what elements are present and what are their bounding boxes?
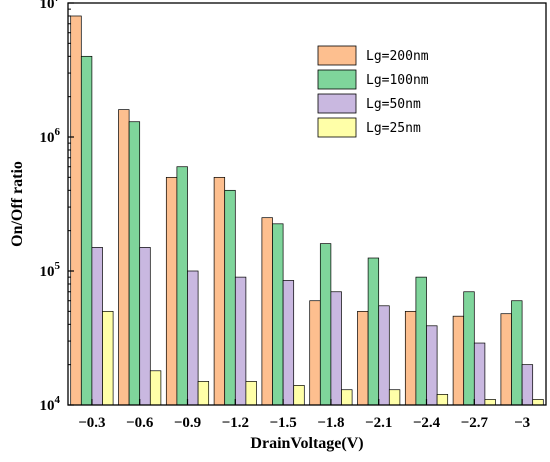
bar-2-1 (80, 55, 93, 406)
legend-label-4: Lg=25nm (366, 121, 421, 136)
x-tick-label: −0.3 (78, 415, 105, 431)
bar-1-8 (404, 310, 417, 406)
bar-1-1 (70, 15, 82, 406)
axis-ticks (68, 2, 523, 406)
bars-layer (70, 15, 544, 406)
bar-4-9 (484, 399, 496, 406)
y-tick-label: 105 (40, 260, 61, 280)
legend-swatch-3 (317, 93, 357, 114)
bar-1-9 (452, 315, 465, 406)
bar-3-4 (234, 276, 247, 406)
legend: Lg=200nm Lg=100nm Lg=50nm Lg=25nm (317, 45, 429, 138)
bar-3-8 (426, 325, 438, 406)
bar-3-9 (473, 342, 486, 406)
bar-4-5 (293, 385, 305, 406)
bar-1-3 (165, 176, 178, 406)
legend-label-1: Lg=200nm (366, 49, 429, 64)
bar-1-4 (213, 176, 226, 406)
bar-4-8 (436, 394, 449, 406)
bar-3-3 (187, 270, 199, 406)
bar-4-1 (102, 310, 114, 406)
bar-3-6 (330, 291, 342, 406)
bar-2-7 (367, 257, 380, 406)
bar-4-10 (532, 399, 544, 406)
bar-2-4 (224, 189, 236, 406)
x-axis-title: DrainVoltage(V) (250, 435, 363, 452)
x-tick-label: −2.7 (461, 415, 489, 431)
bar-3-7 (378, 305, 390, 406)
x-tick-label: −2.1 (365, 415, 392, 431)
x-tick-label: −2.4 (413, 415, 441, 431)
y-axis-title: On/Off ratio (9, 161, 26, 247)
x-tick-label: −1.2 (222, 415, 249, 431)
x-tick-label: −0.6 (126, 415, 154, 431)
x-tick-label: −1.8 (317, 415, 344, 431)
bar-4-3 (197, 381, 210, 406)
bar-2-10 (511, 300, 523, 406)
bar-1-2 (118, 109, 130, 406)
x-tick-label: −3 (514, 415, 530, 431)
bar-3-10 (521, 364, 534, 406)
bar-1-5 (261, 217, 273, 406)
bar-3-1 (91, 247, 103, 406)
x-tick-labels: −0.3 −0.6 −0.9 −1.2 −1.5 −1.8 −2.1 −2.4 −2.7 −3 (78, 415, 530, 431)
bar-1-6 (309, 300, 321, 406)
y-tick-label: 107 (40, 0, 61, 12)
bar-2-8 (415, 276, 427, 406)
bar-2-2 (128, 121, 141, 406)
x-tick-label: −0.9 (174, 415, 201, 431)
bar-4-7 (388, 389, 401, 406)
bar-2-9 (463, 291, 475, 406)
legend-swatch-1 (317, 45, 357, 66)
legend-label-3: Lg=50nm (366, 97, 421, 112)
y-tick-label: 106 (40, 126, 61, 146)
bar-4-6 (341, 389, 353, 406)
x-tick-label: −1.5 (269, 415, 296, 431)
bar-4-2 (149, 370, 162, 406)
legend-label-2: Lg=100nm (366, 73, 429, 88)
bar-2-3 (176, 166, 188, 406)
y-tick-labels: 104 105 106 107 (40, 0, 61, 414)
bar-2-5 (272, 223, 284, 406)
bar-2-6 (319, 243, 332, 406)
legend-swatch-4 (317, 117, 357, 138)
y-tick-label: 104 (40, 394, 61, 414)
bar-3-2 (139, 247, 151, 406)
bar-1-7 (357, 310, 369, 406)
plot-frame (67, 2, 547, 406)
bar-1-10 (500, 313, 512, 406)
legend-swatch-2 (317, 69, 357, 90)
bar-4-4 (245, 381, 257, 406)
bar-3-5 (282, 280, 295, 406)
